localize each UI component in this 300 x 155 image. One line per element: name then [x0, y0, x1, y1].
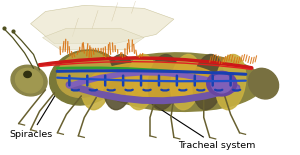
Ellipse shape — [215, 55, 246, 110]
Polygon shape — [43, 28, 144, 50]
FancyArrowPatch shape — [39, 58, 252, 68]
FancyArrowPatch shape — [57, 71, 246, 74]
Ellipse shape — [211, 74, 232, 93]
FancyArrowPatch shape — [143, 90, 151, 91]
FancyArrowPatch shape — [197, 90, 204, 91]
FancyArrowPatch shape — [69, 85, 237, 101]
FancyArrowPatch shape — [57, 68, 171, 71]
FancyArrowPatch shape — [125, 90, 133, 91]
Ellipse shape — [81, 55, 111, 110]
FancyArrowPatch shape — [161, 90, 169, 91]
Ellipse shape — [16, 68, 43, 93]
FancyArrowPatch shape — [233, 90, 240, 91]
Ellipse shape — [148, 55, 178, 110]
Ellipse shape — [11, 65, 47, 96]
Text: Tracheal system: Tracheal system — [134, 92, 256, 150]
Ellipse shape — [50, 50, 119, 105]
Ellipse shape — [103, 55, 134, 110]
Polygon shape — [31, 5, 174, 44]
FancyArrowPatch shape — [57, 78, 246, 81]
Ellipse shape — [96, 53, 263, 111]
FancyArrowPatch shape — [215, 90, 222, 91]
Text: Spiracles: Spiracles — [10, 90, 58, 139]
Ellipse shape — [126, 55, 156, 110]
Ellipse shape — [171, 55, 201, 110]
Ellipse shape — [24, 71, 31, 78]
Ellipse shape — [248, 68, 279, 99]
Ellipse shape — [57, 51, 112, 97]
Ellipse shape — [90, 62, 222, 102]
FancyArrowPatch shape — [90, 90, 97, 91]
FancyArrowPatch shape — [69, 73, 237, 89]
FancyArrowPatch shape — [107, 90, 115, 91]
FancyArrowPatch shape — [39, 62, 252, 69]
FancyArrowPatch shape — [179, 90, 187, 91]
Ellipse shape — [207, 71, 237, 96]
Ellipse shape — [193, 55, 224, 110]
FancyArrowPatch shape — [72, 90, 79, 91]
